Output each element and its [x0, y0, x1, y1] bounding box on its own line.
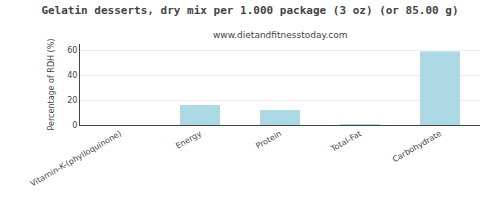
svg-text:Total-Fat: Total-Fat [329, 129, 363, 154]
svg-text:Gelatin desserts, dry mix per: Gelatin desserts, dry mix per 1.000 pack… [41, 4, 458, 17]
svg-text:Vitamin-K-(phylloquinone): Vitamin-K-(phylloquinone) [29, 129, 123, 189]
svg-text:Protein: Protein [254, 129, 283, 151]
svg-text:www.dietandfitnesstoday.com: www.dietandfitnesstoday.com [213, 30, 348, 40]
svg-text:Energy: Energy [174, 129, 203, 151]
svg-text:60: 60 [67, 46, 77, 55]
svg-text:40: 40 [67, 71, 77, 80]
svg-text:Carbohydrate: Carbohydrate [391, 129, 443, 164]
svg-text:0: 0 [72, 121, 77, 130]
svg-text:20: 20 [67, 96, 77, 105]
svg-text:Percentage of RDH (%): Percentage of RDH (%) [47, 39, 56, 131]
